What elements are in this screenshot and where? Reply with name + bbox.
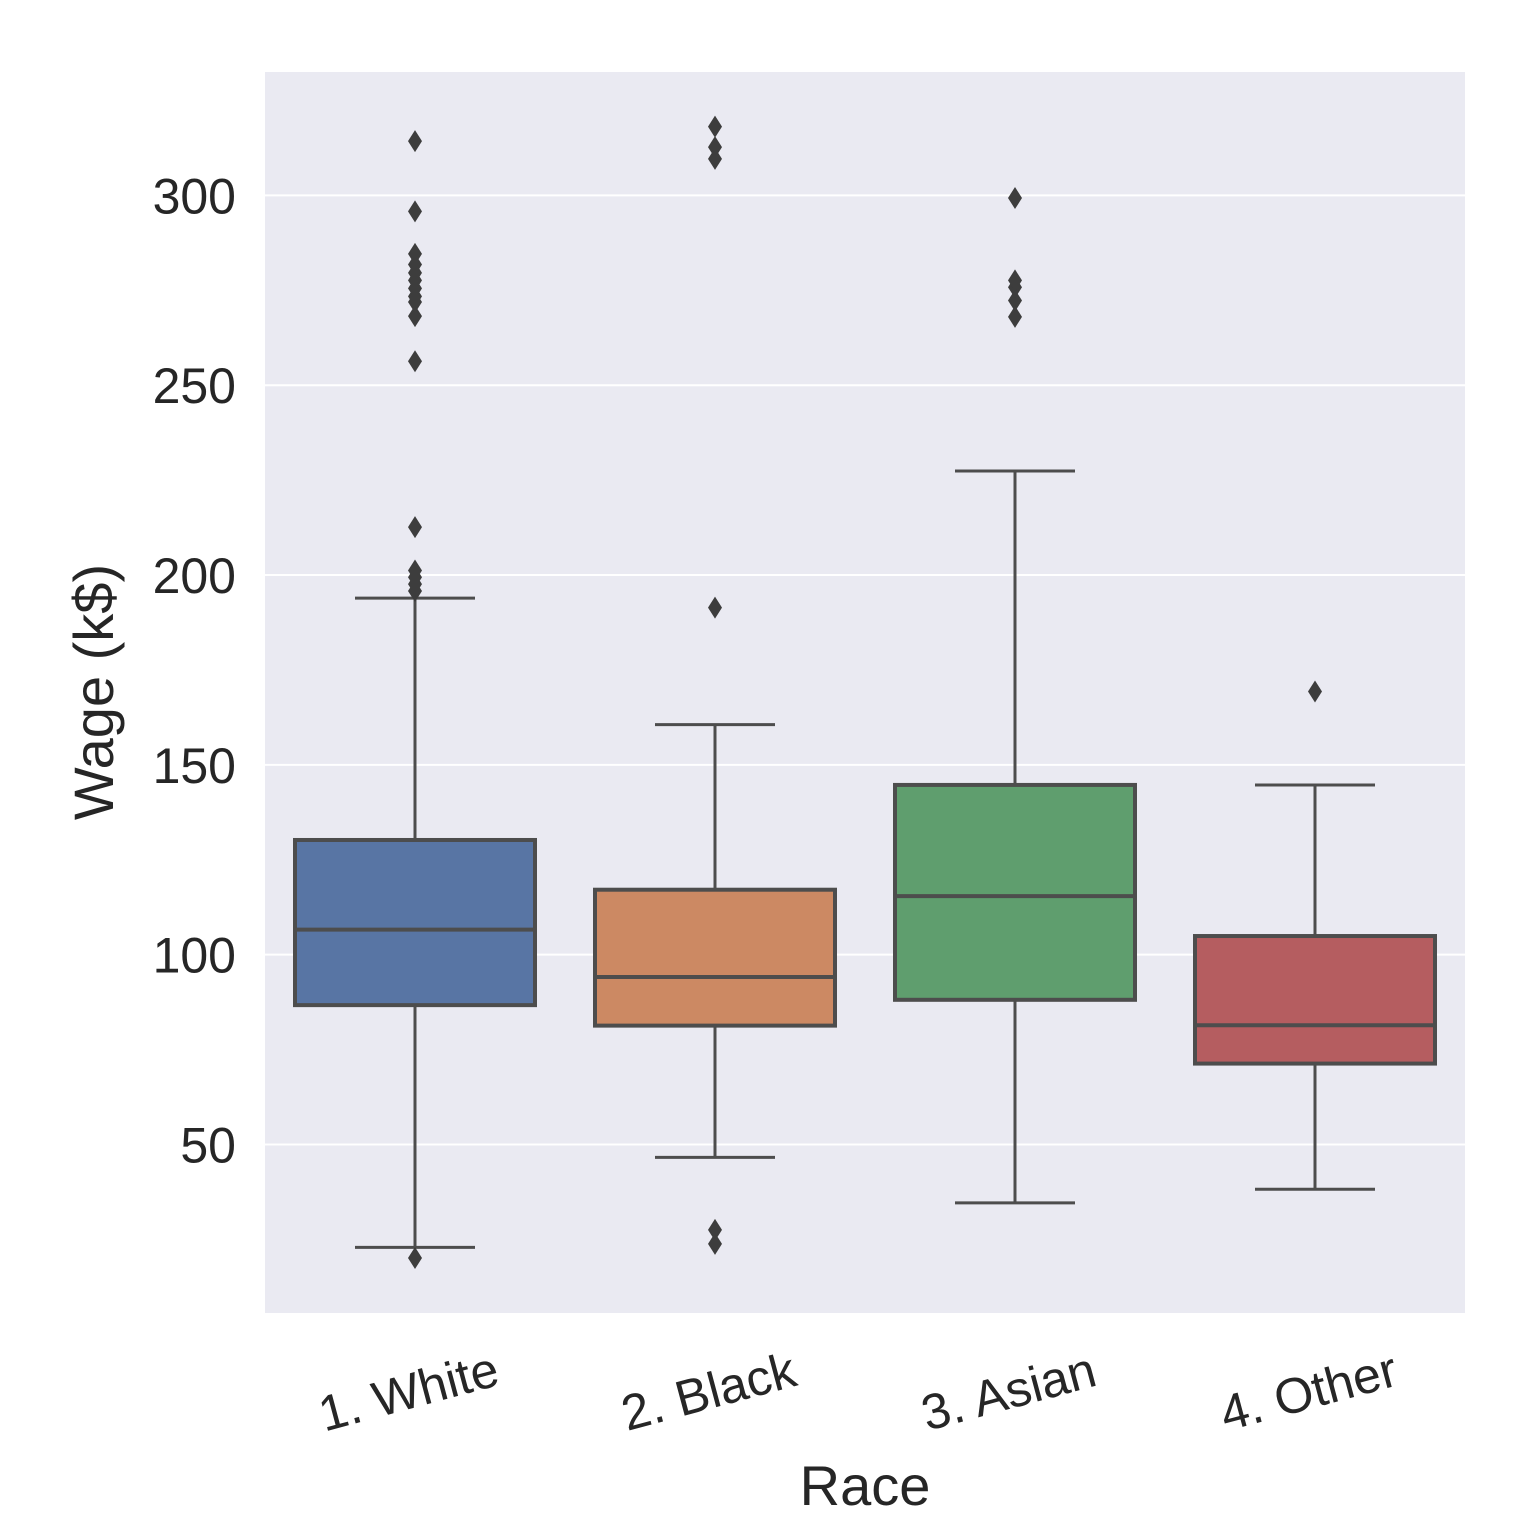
outlier-point — [408, 130, 422, 153]
y-axis-ticks: 50 100 150 200 250 300 — [153, 168, 236, 1173]
y-tick-label-100: 100 — [153, 928, 236, 984]
iqr-box — [293, 837, 537, 1008]
outlier-point — [1008, 305, 1022, 328]
y-tick-label-250: 250 — [153, 358, 236, 414]
outlier-point — [408, 1246, 422, 1269]
box-3-asian — [893, 187, 1137, 1205]
box-2-black — [593, 115, 837, 1255]
outlier-point — [1008, 269, 1022, 292]
y-tick-label-200: 200 — [153, 548, 236, 604]
boxes-group — [293, 115, 1437, 1269]
x-tick-label-2-black: 2. Black — [615, 1341, 802, 1441]
x-tick-label-1-white: 1. White — [313, 1341, 505, 1443]
box-4-other — [1193, 680, 1437, 1191]
outlier-point — [408, 242, 422, 265]
iqr-box — [893, 782, 1137, 1002]
x-tick-label-3-asian: 3. Asian — [915, 1342, 1101, 1442]
box-1-white — [293, 130, 537, 1269]
outlier-point — [408, 516, 422, 539]
outlier-point — [708, 596, 722, 619]
iqr-box — [1193, 934, 1437, 1066]
outlier-point — [708, 136, 722, 159]
y-tick-label-50: 50 — [180, 1117, 236, 1173]
iqr-box — [593, 887, 837, 1028]
outlier-point — [408, 350, 422, 373]
outlier-point — [408, 559, 422, 582]
y-tick-label-300: 300 — [153, 168, 236, 224]
x-axis-label: Race — [800, 1454, 931, 1517]
outlier-point — [1008, 289, 1022, 312]
outlier-point — [708, 147, 722, 170]
y-axis-label: Wage (k$) — [62, 564, 125, 820]
y-tick-label-150: 150 — [153, 738, 236, 794]
plot-background — [265, 72, 1465, 1313]
outlier-point — [708, 1232, 722, 1255]
outlier-point — [408, 200, 422, 223]
outlier-point — [708, 115, 722, 138]
outlier-point — [408, 305, 422, 328]
outlier-point — [1308, 680, 1322, 703]
outlier-point — [1008, 187, 1022, 210]
x-axis-ticks: 1. White 2. Black 3. Asian 4. Other — [313, 1341, 1403, 1443]
x-tick-label-4-other: 4. Other — [1214, 1341, 1403, 1442]
outlier-point — [708, 1218, 722, 1241]
